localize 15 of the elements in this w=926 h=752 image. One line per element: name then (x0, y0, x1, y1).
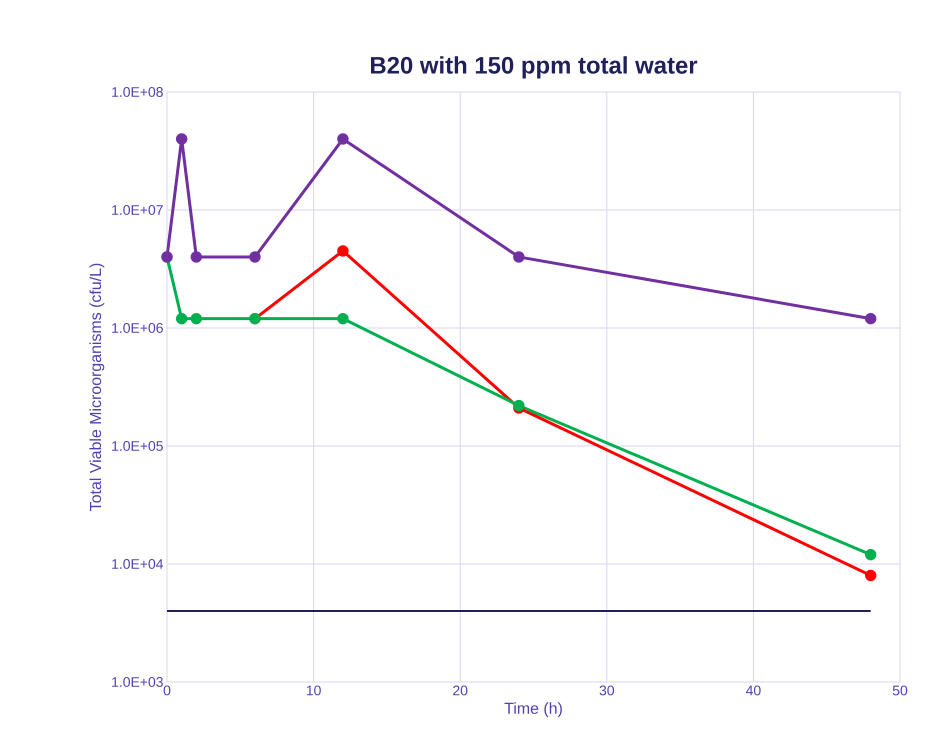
x-tick-label: 50 (892, 686, 908, 696)
x-axis-title: Time (h) (504, 702, 562, 718)
y-tick-label: 1.0E+08 (112, 87, 163, 97)
y-axis-title: Total Viable Microorganisms (cfu/L) (89, 264, 104, 511)
chart-title: B20 with 150 ppm total water (371, 56, 698, 78)
y-tick-label: 1.0E+05 (112, 441, 163, 451)
x-tick-label: 40 (746, 686, 761, 696)
y-tick-label: 1.0E+06 (112, 323, 163, 333)
y-tick-label: 1.0E+07 (112, 205, 163, 215)
y-tick-label: 1.0E+03 (112, 677, 163, 687)
y-tick-label: 1.0E+04 (112, 559, 164, 569)
x-tick-label: 20 (453, 686, 468, 696)
x-tick-label: 30 (600, 686, 614, 696)
x-tick-label: 0 (164, 686, 170, 696)
x-tick-label: 10 (306, 686, 321, 696)
